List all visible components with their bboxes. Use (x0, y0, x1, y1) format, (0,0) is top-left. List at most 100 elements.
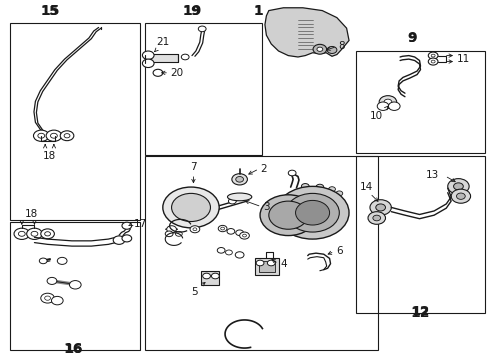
Circle shape (312, 44, 326, 54)
Bar (255, 258, 278, 275)
Circle shape (456, 193, 464, 199)
Text: 5: 5 (191, 287, 198, 297)
Text: 19: 19 (182, 4, 201, 18)
Circle shape (447, 179, 468, 194)
Circle shape (41, 229, 54, 239)
Circle shape (44, 296, 50, 300)
Text: 12: 12 (410, 306, 429, 320)
Circle shape (122, 222, 131, 229)
Bar (259, 261, 274, 272)
Bar (201, 271, 219, 285)
Circle shape (46, 130, 61, 141)
Circle shape (326, 46, 336, 54)
Circle shape (202, 273, 210, 279)
Circle shape (14, 228, 30, 239)
Bar (151, 54, 178, 62)
Text: 1: 1 (253, 5, 262, 18)
Circle shape (256, 260, 264, 266)
Text: 18: 18 (42, 150, 56, 161)
Circle shape (50, 133, 57, 138)
Circle shape (175, 231, 182, 236)
Bar (287, 204, 317, 227)
Text: 2: 2 (260, 164, 266, 174)
Text: 4: 4 (280, 259, 286, 269)
Text: 3: 3 (263, 202, 269, 212)
Text: 1: 1 (253, 4, 263, 18)
Circle shape (430, 54, 434, 57)
Circle shape (301, 184, 308, 189)
Text: 7: 7 (190, 162, 196, 172)
Circle shape (198, 26, 205, 32)
Circle shape (181, 54, 189, 60)
Text: 15: 15 (41, 5, 59, 18)
Circle shape (211, 273, 219, 279)
Circle shape (285, 193, 339, 232)
Text: 16: 16 (63, 342, 83, 356)
Circle shape (153, 69, 163, 76)
Text: 14: 14 (359, 182, 372, 192)
Circle shape (64, 134, 70, 138)
Circle shape (41, 293, 54, 303)
Text: 9: 9 (407, 31, 416, 45)
Circle shape (369, 200, 390, 215)
Circle shape (217, 248, 224, 253)
Circle shape (260, 195, 316, 235)
Circle shape (122, 235, 131, 242)
Circle shape (69, 280, 81, 289)
Circle shape (38, 133, 44, 138)
Circle shape (267, 260, 275, 266)
Circle shape (375, 204, 385, 211)
Circle shape (335, 191, 342, 196)
Text: 20: 20 (170, 68, 183, 78)
Circle shape (235, 230, 243, 235)
Circle shape (430, 60, 434, 63)
Circle shape (387, 102, 399, 111)
Circle shape (218, 225, 226, 232)
Circle shape (51, 296, 63, 305)
Circle shape (47, 278, 57, 284)
Bar (10, 23, 140, 220)
Text: 9: 9 (407, 32, 416, 45)
Circle shape (142, 59, 154, 68)
Circle shape (235, 176, 243, 182)
Text: 19: 19 (183, 5, 201, 18)
Bar (144, 157, 377, 350)
Circle shape (165, 231, 173, 237)
Text: 16: 16 (64, 343, 82, 356)
Bar (356, 51, 484, 153)
Circle shape (190, 226, 200, 233)
Circle shape (31, 231, 38, 236)
Circle shape (142, 51, 154, 59)
Circle shape (316, 47, 322, 51)
Circle shape (44, 232, 50, 236)
Circle shape (57, 257, 67, 264)
Text: 10: 10 (369, 111, 383, 121)
Circle shape (231, 174, 247, 185)
Circle shape (235, 252, 244, 258)
Text: 15: 15 (40, 4, 60, 18)
Circle shape (166, 226, 176, 233)
Circle shape (295, 201, 329, 225)
Circle shape (228, 198, 236, 204)
Circle shape (220, 227, 224, 230)
Circle shape (225, 250, 232, 255)
Circle shape (367, 212, 385, 224)
Text: 21: 21 (156, 37, 169, 47)
Circle shape (383, 99, 391, 105)
Circle shape (450, 189, 469, 203)
Text: 8: 8 (338, 41, 344, 51)
Circle shape (427, 58, 437, 65)
Circle shape (239, 232, 249, 239)
Circle shape (378, 96, 396, 108)
Circle shape (193, 228, 197, 231)
Bar (356, 157, 484, 313)
Circle shape (315, 184, 323, 190)
Circle shape (19, 231, 25, 236)
Bar (144, 23, 261, 155)
Bar (10, 222, 140, 350)
Circle shape (226, 229, 234, 234)
Circle shape (60, 131, 74, 141)
Circle shape (171, 193, 210, 221)
Text: 17: 17 (133, 219, 146, 229)
Circle shape (376, 102, 388, 111)
